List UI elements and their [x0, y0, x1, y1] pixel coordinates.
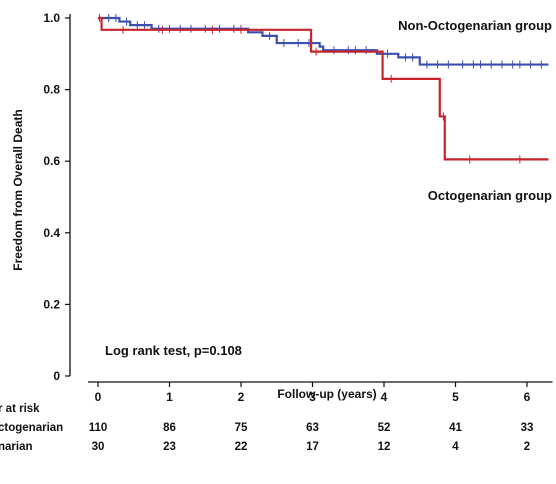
risk-cell: 41 [449, 422, 462, 434]
series-line-non-octogenarian [98, 16, 549, 66]
risk-row-label: ctogenarian [0, 422, 63, 434]
log-rank-annotation: Log rank test, p=0.108 [105, 343, 242, 358]
risk-cell: 75 [235, 422, 248, 434]
y-tick-label: 0 [53, 369, 60, 383]
risk-cell: 52 [378, 422, 391, 434]
risk-cell: 23 [163, 441, 176, 453]
risk-cell: 30 [92, 441, 105, 453]
x-tick-label: 0 [95, 390, 102, 404]
risk-cell: 17 [306, 441, 319, 453]
x-tick-label: 1 [166, 390, 173, 404]
legend-label-octogenarian: Octogenarian group [428, 188, 552, 203]
y-tick-label: 1.0 [43, 11, 60, 25]
axes: 0 0.2 0.4 0.6 0.8 1.0 0 1 2 3 4 5 6 [43, 11, 553, 404]
y-tick-label: 0.6 [43, 154, 60, 168]
risk-table: r at risk ctogenarian narian 110 86 75 63 52… [0, 403, 533, 453]
risk-row-label: narian [0, 441, 33, 453]
risk-cell: 33 [521, 422, 534, 434]
y-tick-label: 0.8 [43, 83, 60, 97]
risk-cell: 22 [235, 441, 248, 453]
risk-cell: 110 [89, 422, 108, 434]
y-tick-label: 0.4 [43, 226, 60, 240]
x-tick-label: 4 [381, 390, 388, 404]
x-tick-label: 2 [238, 390, 245, 404]
risk-cell: 86 [163, 422, 176, 434]
x-tick-label: 5 [452, 390, 459, 404]
x-tick-label: 3 [309, 390, 316, 404]
risk-cell: 63 [306, 422, 319, 434]
y-axis-title: Freedom from Overall Death [11, 109, 25, 270]
series-line-octogenarian [98, 16, 549, 161]
x-tick-label: 6 [524, 390, 531, 404]
risk-cell: 12 [378, 441, 391, 453]
legend-label-non-octogenarian: Non-Octogenarian group [398, 18, 552, 33]
risk-cell: 2 [524, 441, 530, 453]
x-axis-title: Follow-up (years) [277, 387, 376, 401]
y-tick-label: 0.2 [43, 297, 60, 311]
risk-table-header: r at risk [0, 403, 40, 415]
risk-cell: 4 [452, 441, 459, 453]
series-layer [98, 14, 549, 164]
